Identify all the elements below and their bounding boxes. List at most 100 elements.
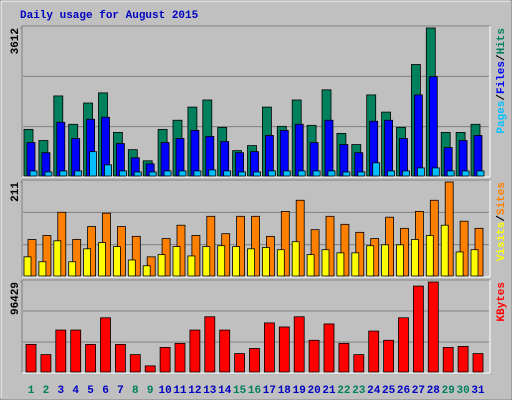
x-tick-label: 14 [218,385,232,397]
bar [366,245,375,277]
bar [306,254,315,277]
x-tick-label: 29 [442,385,455,397]
bar [23,256,32,277]
bar [342,171,351,177]
x-tick-label: 2 [43,385,50,397]
bar [253,171,261,177]
bar [461,170,470,177]
bar [72,239,82,277]
x-tick-label: 28 [427,385,441,397]
x-tick-label: 31 [471,385,485,397]
bar [178,170,187,177]
bar [98,242,106,277]
bar [142,265,151,277]
bar [83,248,91,277]
bar [206,215,216,277]
bar [189,329,201,373]
x-tick-label: 8 [132,385,139,397]
bar [384,119,394,177]
bar [236,215,246,277]
x-tick-label: 27 [412,385,425,397]
bar [115,343,126,373]
bar [38,261,47,277]
legend-entry: KBytes [496,282,508,322]
bar [295,199,305,277]
bar [372,162,381,177]
x-tick-label: 10 [158,385,171,397]
bar [339,144,349,177]
legend: Visits/Sites [496,182,508,261]
legend-entry: Sites [496,182,508,215]
bar [324,119,334,177]
legend: KBytes [496,282,508,322]
bar [280,211,290,277]
bar [293,316,305,373]
bar [282,170,291,177]
bar [416,167,425,177]
bar [74,170,83,177]
bar [357,171,366,177]
x-tick-label: 11 [173,385,187,397]
y-tick-label: 3612 [10,28,22,54]
bar [446,170,455,177]
bar [42,235,52,277]
chart-title: Daily usage for August 2015 [20,10,199,22]
bar [159,347,171,373]
bar [476,170,485,177]
x-tick-label: 6 [102,385,109,397]
bar [261,247,270,277]
bar [368,330,380,373]
bar [70,329,82,373]
x-tick-label: 22 [337,385,350,397]
bar [398,317,409,373]
bar [163,170,172,177]
bar [278,326,290,373]
x-tick-label: 5 [87,385,94,397]
bar [251,215,260,277]
bar [383,339,395,373]
x-tick-label: 7 [117,385,124,397]
bar [353,354,365,373]
y-tick-label: 211 [10,182,22,202]
bar [338,342,350,373]
bar [249,348,260,373]
x-tick-label: 20 [307,385,320,397]
legend-entry: Visits [496,222,508,262]
bar [85,343,96,373]
bar [264,135,274,177]
bar [190,129,200,177]
bar [413,94,423,177]
bar [336,252,345,277]
bar [402,170,410,177]
bar [53,240,62,277]
x-tick-label: 4 [72,385,79,397]
bar [172,246,181,277]
legend-separator: / [496,215,508,222]
bar [263,322,275,373]
bar [294,123,304,177]
bar [157,254,166,277]
x-tick-label: 24 [367,385,381,397]
bar [381,244,390,277]
x-tick-label: 13 [203,385,217,397]
bar [71,138,81,177]
bar [399,138,408,177]
bar [442,347,454,373]
bar [297,170,306,177]
bar [148,171,157,177]
bar [325,215,335,277]
bar [204,316,216,373]
bar [428,76,438,177]
bar [131,235,141,277]
bar [472,353,484,373]
bar [59,170,68,177]
bar [440,224,449,277]
bar [238,171,247,177]
bar [234,353,246,373]
bar [473,135,483,177]
x-tick-label: 18 [278,385,292,397]
bar [219,329,231,373]
x-tick-label: 30 [456,385,469,397]
x-tick-label: 17 [263,385,276,397]
bar [133,171,142,177]
